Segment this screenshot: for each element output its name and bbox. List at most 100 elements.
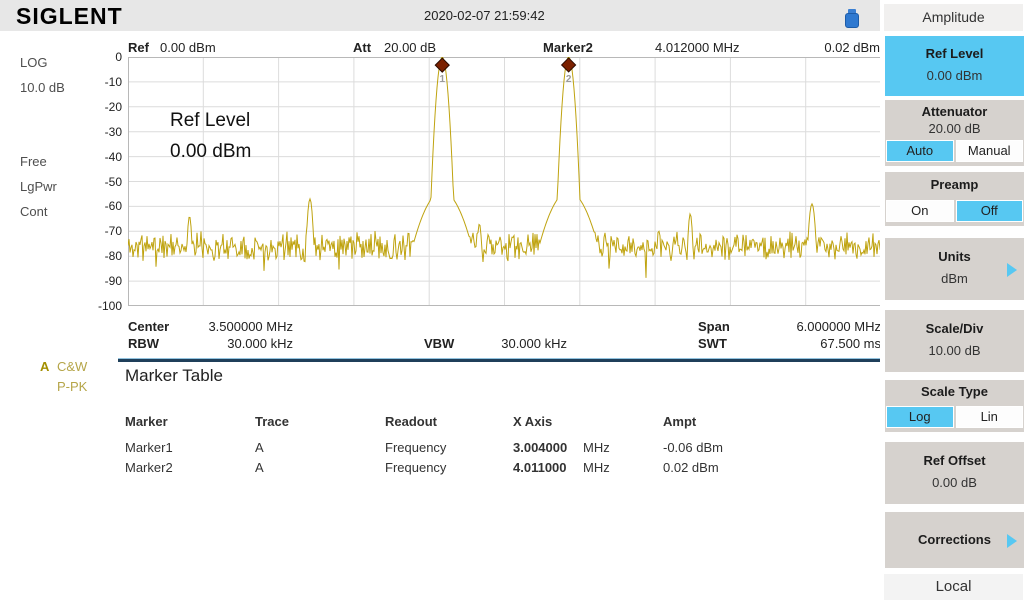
sweep-mode-indicator: Cont	[20, 204, 48, 219]
scale-div-button-label: Scale/Div	[925, 321, 984, 336]
y-tick-label: -70	[104, 224, 122, 239]
y-tick-label: -100	[97, 299, 122, 313]
usb-icon	[845, 9, 859, 28]
center-freq-value: 3.500000 MHz	[208, 319, 293, 334]
datetime-display: 2020-02-07 21:59:42	[424, 8, 545, 23]
rbw-label: RBW	[128, 336, 160, 351]
active-marker-amplitude: 0.02 dBm	[824, 40, 880, 55]
vbw-value: 30.000 kHz	[501, 336, 567, 351]
attenuator-toggle: Auto Manual	[885, 140, 1024, 162]
span-value: 6.000000 MHz	[796, 319, 881, 334]
rbw-value: 30.000 kHz	[227, 336, 293, 351]
usb-icon-cap	[848, 9, 856, 14]
menu-title: Amplitude	[884, 4, 1023, 31]
y-tick-label: -60	[104, 199, 122, 214]
y-axis-tick-labels: 0 -10 -20 -30 -40 -50 -60 -70 -80 -90 -100	[84, 50, 124, 317]
scale-type-button-label: Scale Type	[921, 384, 988, 399]
corrections-button[interactable]: Corrections	[885, 512, 1024, 568]
attenuator-button[interactable]: Attenuator 20.00 dB Auto Manual	[885, 100, 1024, 166]
y-tick-label: -10	[104, 74, 122, 89]
marker-table-col-ampt: Ampt	[663, 414, 697, 429]
vbw-label: VBW	[424, 336, 455, 351]
ref-level-button-value: 0.00 dBm	[926, 68, 983, 83]
preamp-off-option[interactable]: Off	[955, 200, 1023, 222]
preamp-button[interactable]: Preamp On Off	[885, 172, 1024, 226]
corrections-button-label: Corrections	[918, 532, 991, 547]
y-tick-label: -50	[104, 174, 122, 189]
attenuation-label: Att	[353, 40, 372, 55]
svg-text:1: 1	[439, 74, 445, 85]
preamp-on-option[interactable]: On	[886, 200, 954, 222]
swt-value: 67.500 ms	[820, 336, 881, 351]
local-button[interactable]: Local	[884, 574, 1023, 600]
marker2-name: Marker2	[125, 460, 173, 475]
scale-div-button[interactable]: Scale/Div 10.00 dB	[885, 310, 1024, 372]
attenuator-manual-option[interactable]: Manual	[955, 140, 1023, 162]
ref-level-label: Ref	[128, 40, 149, 55]
scale-type-button[interactable]: Scale Type Log Lin	[885, 380, 1024, 432]
ref-level-value: 0.00 dBm	[160, 40, 216, 55]
ref-level-button[interactable]: Ref Level 0.00 dBm	[885, 36, 1024, 96]
attenuation-value: 20.00 dB	[384, 40, 437, 55]
units-button[interactable]: Units dBm	[885, 238, 1024, 300]
y-tick-label: -20	[104, 99, 122, 114]
trace-mode-indicator: C&W	[57, 359, 88, 374]
ref-offset-button-value: 0.00 dB	[932, 475, 977, 490]
marker1-ampt: -0.06 dBm	[663, 440, 723, 455]
ref-level-annotation-line1: Ref Level	[170, 110, 251, 131]
active-marker-frequency: 4.012000 MHz	[655, 40, 740, 55]
power-mode-indicator: LgPwr	[20, 179, 57, 194]
marker1-x-unit: MHz	[583, 440, 610, 455]
marker1-readout: Frequency	[385, 440, 447, 455]
attenuator-auto-option[interactable]: Auto	[886, 140, 954, 162]
marker-table-col-xaxis: X Axis	[513, 414, 553, 429]
scale-type-lin-option[interactable]: Lin	[955, 406, 1023, 428]
y-tick-label: -40	[104, 149, 122, 164]
marker2-x-unit: MHz	[583, 460, 610, 475]
trigger-indicator: Free	[20, 154, 47, 169]
preamp-button-label: Preamp	[930, 177, 979, 192]
scale-type-toggle: Log Lin	[885, 406, 1024, 428]
y-tick-label: -80	[104, 249, 122, 264]
attenuator-button-label: Attenuator	[921, 104, 988, 119]
ref-level-annotation: Ref Level 0.00 dBm	[170, 105, 251, 167]
marker-table-title: Marker Table	[125, 366, 223, 385]
ref-offset-button-label: Ref Offset	[923, 453, 986, 468]
submenu-arrow-icon	[1007, 263, 1017, 277]
marker2-trace: A	[255, 460, 264, 475]
trace-letter-indicator: A	[40, 359, 50, 374]
usb-icon-body	[845, 13, 859, 28]
center-freq-label: Center	[128, 319, 170, 334]
swt-label: SWT	[698, 336, 727, 351]
marker-table-col-trace: Trace	[255, 414, 289, 429]
ref-offset-button[interactable]: Ref Offset 0.00 dB	[885, 442, 1024, 504]
scale-div-indicator: 10.0 dB	[20, 80, 65, 95]
brand-logo: SIGLENT	[16, 3, 123, 29]
units-button-value: dBm	[941, 271, 968, 286]
marker2-readout: Frequency	[385, 460, 447, 475]
marker-table-col-marker: Marker	[125, 414, 168, 429]
preamp-toggle: On Off	[885, 200, 1024, 222]
marker1-trace: A	[255, 440, 264, 455]
scale-div-button-value: 10.00 dB	[928, 343, 981, 358]
detector-mode-indicator: P-PK	[57, 379, 88, 394]
ref-level-button-label: Ref Level	[925, 46, 984, 61]
y-tick-label: 0	[115, 50, 122, 64]
top-status-bar: SIGLENT 2020-02-07 21:59:42	[0, 0, 884, 31]
units-button-label: Units	[938, 249, 971, 264]
y-tick-label: -90	[104, 274, 122, 289]
svg-text:2: 2	[566, 74, 572, 85]
submenu-arrow-icon	[1007, 534, 1017, 548]
marker-table-col-readout: Readout	[385, 414, 437, 429]
softkey-menu-panel: Amplitude Ref Level 0.00 dBm Attenuator …	[880, 0, 1024, 601]
marker2-x-value: 4.011000	[513, 460, 567, 475]
marker1-x-value: 3.004000	[513, 440, 568, 455]
span-label: Span	[698, 319, 730, 334]
attenuator-button-value: 20.00 dB	[928, 121, 981, 136]
ref-level-annotation-line2: 0.00 dBm	[170, 141, 252, 162]
marker-table-divider	[118, 358, 882, 362]
scale-type-log-option[interactable]: Log	[886, 406, 954, 428]
active-marker-label: Marker2	[543, 40, 593, 55]
